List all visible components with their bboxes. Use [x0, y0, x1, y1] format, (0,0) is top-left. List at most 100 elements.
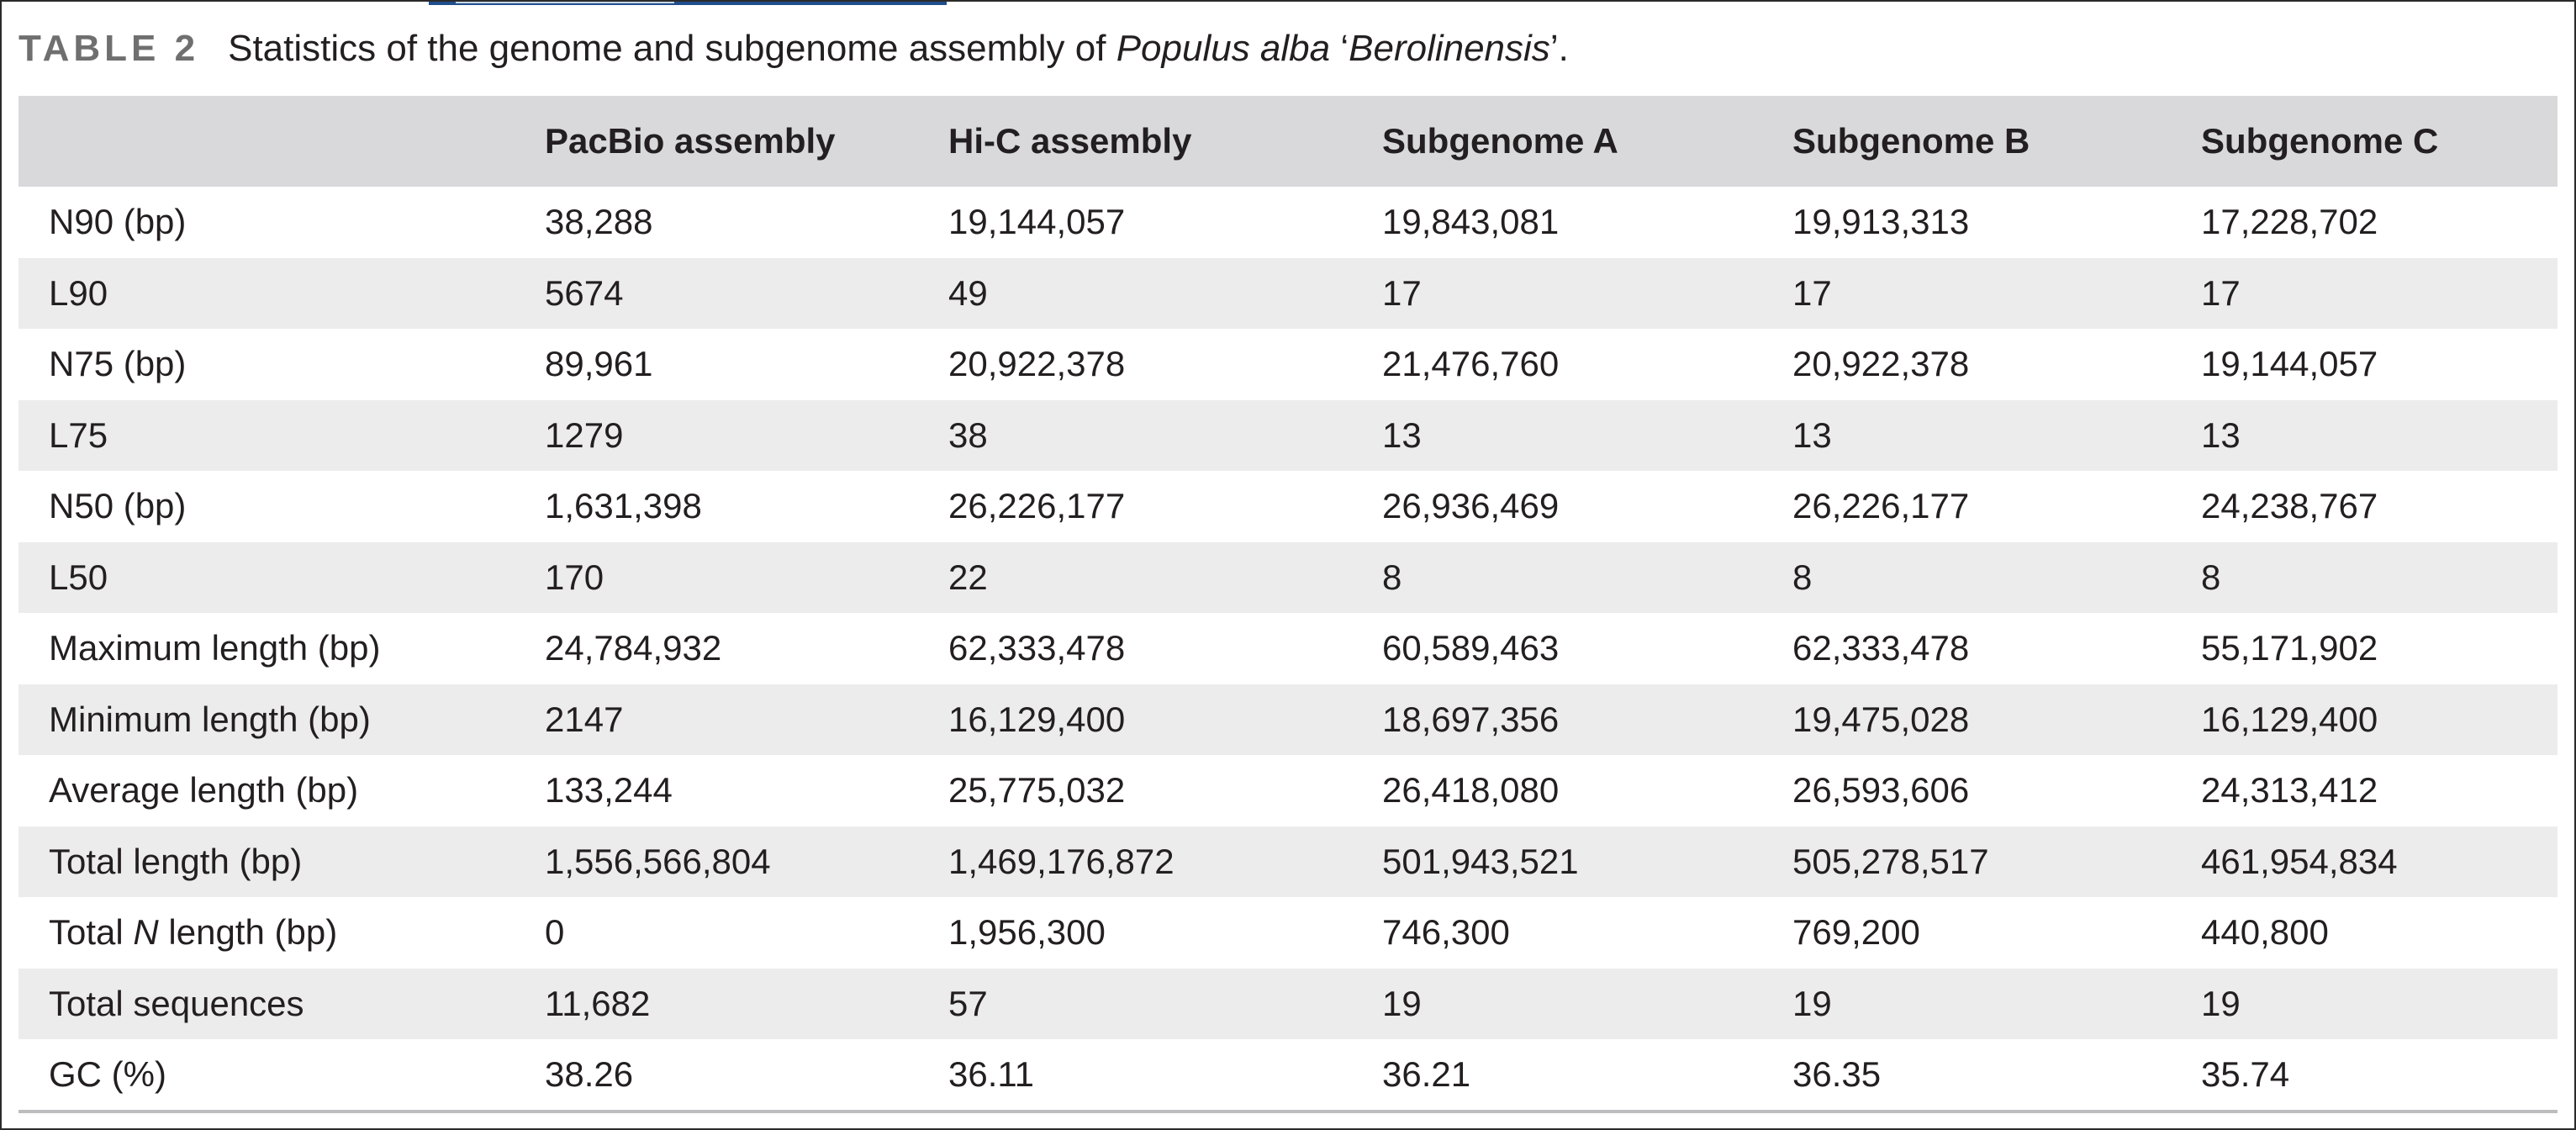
- table-cell: 19,475,028: [1792, 699, 1970, 739]
- table-cell: 26,936,469: [1382, 486, 1560, 526]
- row-label: Total N length (bp): [18, 897, 545, 969]
- table-cell: 461,954,834: [2201, 841, 2398, 881]
- table-cell: 36.21: [1382, 1054, 1471, 1095]
- table-cell: 49: [948, 272, 988, 313]
- table-cell: 17: [1792, 272, 1832, 313]
- table-cell: 13: [1792, 415, 1832, 455]
- column-header-blank: [18, 96, 545, 187]
- cropped-top-banner-text: [456, 2, 674, 3]
- table-cell: 769,200: [1792, 912, 1920, 953]
- table-cell: 22: [948, 557, 988, 597]
- table-cell: 57: [948, 983, 988, 1023]
- row-label: L50: [49, 557, 108, 597]
- table-cell: 746,300: [1382, 912, 1510, 953]
- row-label: Minimum length (bp): [49, 699, 371, 739]
- table-cell: 19: [2201, 983, 2241, 1023]
- row-label-before: Total: [49, 912, 134, 953]
- table-cell: 19,144,057: [948, 202, 1126, 242]
- table-cell: 1,956,300: [948, 912, 1106, 953]
- table-cell: 0: [545, 912, 565, 953]
- table-cell: 19,144,057: [2201, 344, 2378, 384]
- table-cell: 35.74: [2201, 1054, 2290, 1095]
- table-row: Total N length (bp) 0 1,956,300 746,300 769,…: [18, 897, 2558, 969]
- table-cell: 26,418,080: [1382, 770, 1560, 811]
- table-cell: 18,697,356: [1382, 699, 1560, 739]
- column-header-subgenome-c: Subgenome C: [2201, 121, 2439, 161]
- column-header-subgenome-b: Subgenome B: [1792, 121, 2030, 161]
- table-cell: 38.26: [545, 1054, 634, 1095]
- table-cell: 8: [1382, 557, 1402, 597]
- table-cell: 19: [1382, 983, 1422, 1023]
- table-row: L75 1279 38 13 13 13: [18, 399, 2558, 471]
- table-number: TABLE 2: [18, 28, 200, 69]
- table-cell: 36.11: [948, 1054, 1034, 1095]
- table-cell: 20,922,378: [1792, 344, 1970, 384]
- table-bottom-rule: [18, 1110, 2558, 1113]
- table-cell: 17: [1382, 272, 1422, 313]
- table-cell: 5674: [545, 272, 624, 313]
- table-cell: 170: [545, 557, 604, 597]
- table-cell: 38: [948, 415, 988, 455]
- table-cell: 2147: [545, 699, 624, 739]
- table-cell: 501,943,521: [1382, 841, 1579, 881]
- row-label: N75 (bp): [49, 344, 187, 384]
- table-row: L50 170 22 8 8 8: [18, 541, 2558, 613]
- table-row: GC (%) 38.26 36.11 36.21 36.35 35.74: [18, 1039, 2558, 1111]
- table-cell: 1,631,398: [545, 486, 702, 526]
- table-cell: 26,593,606: [1792, 770, 1970, 811]
- table-cell: 13: [1382, 415, 1422, 455]
- table-cell: 133,244: [545, 770, 673, 811]
- table-cell: 1,556,566,804: [545, 841, 771, 881]
- table-cell: 19,913,313: [1792, 202, 1970, 242]
- table-cell: 1279: [545, 415, 624, 455]
- table-cell: 62,333,478: [948, 628, 1126, 668]
- table-cell: 38,288: [545, 202, 653, 242]
- table-row: L90 5674 49 17 17 17: [18, 257, 2558, 329]
- row-label: Maximum length (bp): [49, 628, 381, 668]
- row-label: N50 (bp): [49, 486, 187, 526]
- table-cell: 505,278,517: [1792, 841, 1989, 881]
- table-row: N90 (bp) 38,288 19,144,057 19,843,081 19,913…: [18, 187, 2558, 258]
- table-cell: 26,226,177: [948, 486, 1126, 526]
- table-cell: 8: [2201, 557, 2221, 597]
- table-cell: 24,784,932: [545, 628, 722, 668]
- cropped-top-banner: [429, 2, 947, 5]
- table-cell: 25,775,032: [948, 770, 1126, 811]
- table-cell: 26,226,177: [1792, 486, 1970, 526]
- table-cell: 13: [2201, 415, 2241, 455]
- table-cell: 24,313,412: [2201, 770, 2378, 811]
- row-label: Total length (bp): [49, 841, 303, 881]
- table-caption: TABLE 2 Statistics of the genome and subg…: [18, 24, 1569, 74]
- column-header-hic: Hi-C assembly: [948, 121, 1192, 161]
- table-cell: 8: [1792, 557, 1813, 597]
- row-label: L90: [49, 272, 108, 313]
- table-cell: 17: [2201, 272, 2241, 313]
- caption-species: Populus alba: [1116, 28, 1331, 69]
- caption-text-after: ’.: [1549, 28, 1569, 69]
- table-cell: 1,469,176,872: [948, 841, 1175, 881]
- table-cell: 21,476,760: [1382, 344, 1560, 384]
- table-cell: 17,228,702: [2201, 202, 2378, 242]
- table-cell: 60,589,463: [1382, 628, 1560, 668]
- caption-text-before: Statistics of the genome and subgenome a…: [228, 28, 1116, 69]
- table-header-row: PacBio assembly Hi-C assembly Subgenome …: [18, 96, 2558, 187]
- table-cell: 16,129,400: [2201, 699, 2378, 739]
- table-row: Total sequences 11,682 57 19 19 19: [18, 968, 2558, 1039]
- table-cell: 20,922,378: [948, 344, 1126, 384]
- statistics-table: PacBio assembly Hi-C assembly Subgenome …: [18, 96, 2558, 1111]
- table-cell: 62,333,478: [1792, 628, 1970, 668]
- row-label-after: length (bp): [158, 912, 338, 953]
- table-row: Average length (bp) 133,244 25,775,032 26,4…: [18, 755, 2558, 826]
- column-header-subgenome-a: Subgenome A: [1382, 121, 1618, 161]
- table-row: Total length (bp) 1,556,566,804 1,469,176,…: [18, 826, 2558, 897]
- row-label: GC (%): [49, 1054, 166, 1095]
- table-row: N50 (bp) 1,631,398 26,226,177 26,936,469 26,…: [18, 471, 2558, 542]
- table-row: Minimum length (bp) 2147 16,129,400 18,697,…: [18, 684, 2558, 755]
- table-cell: 440,800: [2201, 912, 2329, 953]
- table-cell: 16,129,400: [948, 699, 1126, 739]
- table-row: N75 (bp) 89,961 20,922,378 21,476,760 20,922…: [18, 329, 2558, 400]
- row-label: N90 (bp): [49, 202, 187, 242]
- table-row: Maximum length (bp) 24,784,932 62,333,478 6…: [18, 613, 2558, 684]
- table-cell: 11,682: [545, 983, 651, 1023]
